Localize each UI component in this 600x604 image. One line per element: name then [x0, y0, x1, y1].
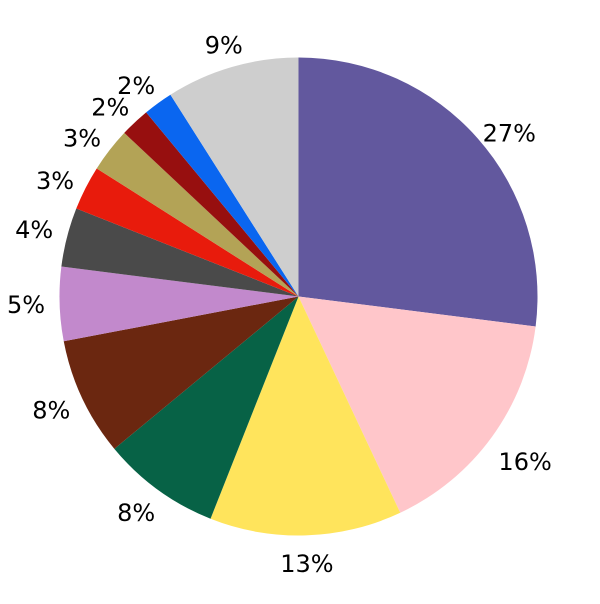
pie-slice-0 — [298, 57, 538, 327]
pie-slice-7 — [76, 168, 299, 297]
slice-label-7: 3% — [36, 167, 74, 195]
slice-label-1: 16% — [498, 448, 551, 476]
slice-label-0: 27% — [483, 120, 536, 148]
pie-slice-6 — [61, 208, 299, 297]
slice-label-6: 4% — [15, 216, 53, 244]
slice-label-4: 8% — [32, 397, 70, 425]
slice-label-11: 9% — [205, 31, 243, 59]
pie-slice-4 — [63, 296, 299, 449]
slice-label-3: 8% — [117, 499, 155, 527]
slice-label-9: 2% — [91, 93, 129, 121]
slice-label-2: 13% — [280, 550, 333, 578]
pie-slice-9 — [124, 112, 299, 297]
pie-slice-8 — [96, 132, 299, 297]
slice-label-5: 5% — [7, 291, 45, 319]
pie-slice-1 — [298, 296, 536, 513]
slice-label-8: 3% — [63, 124, 101, 152]
pie-slice-10 — [146, 94, 299, 297]
slice-label-10: 2% — [117, 72, 155, 100]
pie-slice-3 — [114, 296, 299, 519]
pie-slice-11 — [170, 57, 299, 297]
pie-slice-5 — [59, 266, 299, 342]
pie-slice-2 — [210, 296, 401, 536]
